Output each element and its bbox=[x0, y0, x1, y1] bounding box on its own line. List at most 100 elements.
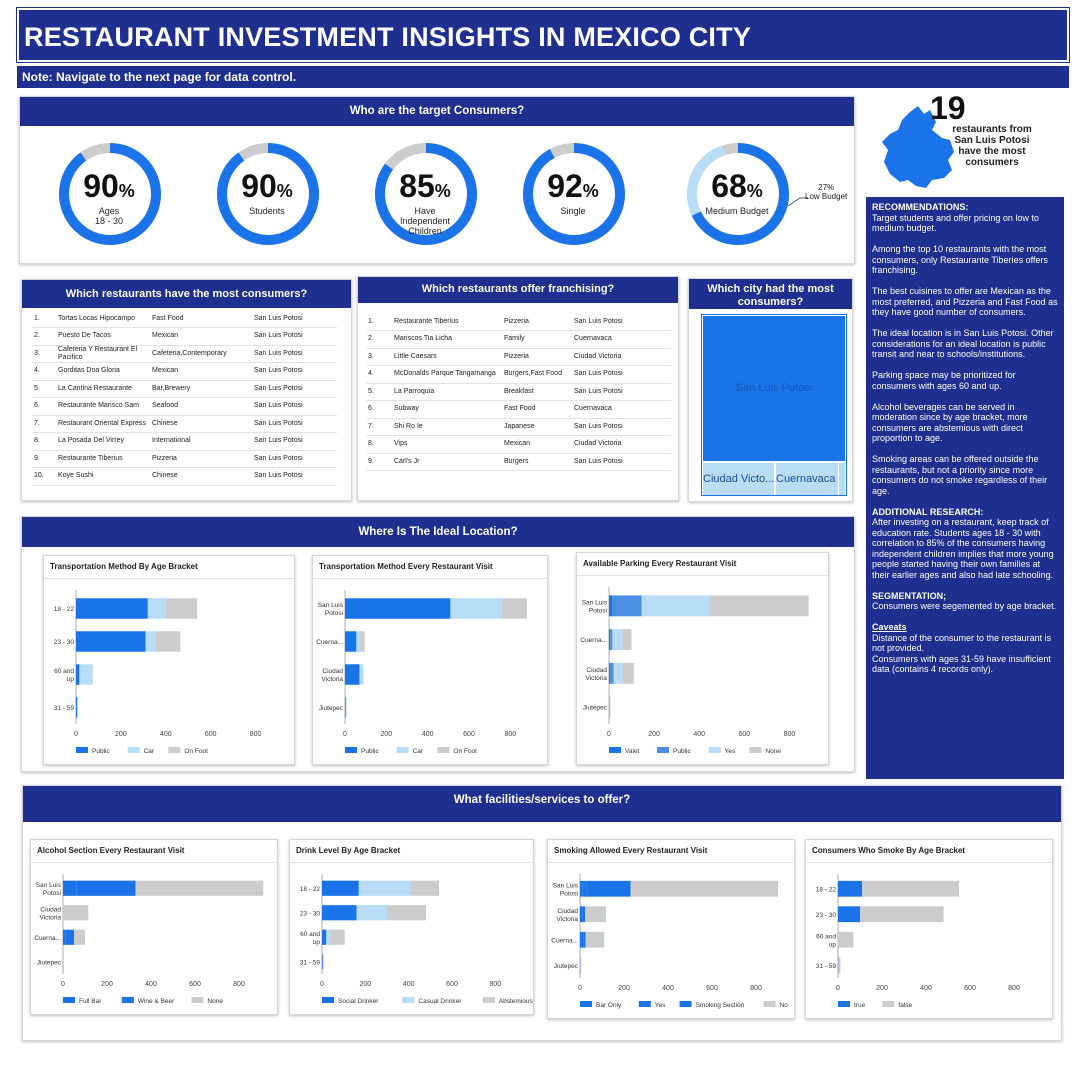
bar-on-foot[interactable] bbox=[360, 631, 365, 652]
bar-smoking-section[interactable] bbox=[583, 931, 586, 948]
treemap-cell-cv[interactable]: Ciudad Victo... bbox=[703, 463, 774, 495]
bar-yes[interactable] bbox=[581, 931, 584, 948]
table-row[interactable]: 6. Restaurante Marisco Sam Seafood San Luis… bbox=[32, 397, 337, 416]
bar-abstemious[interactable] bbox=[410, 880, 439, 896]
treemap-cell-other[interactable] bbox=[839, 463, 845, 495]
table-cell: Shi Ro Ie bbox=[392, 418, 502, 436]
bar-casual-drinker[interactable] bbox=[326, 929, 330, 945]
bar-no[interactable] bbox=[580, 957, 582, 974]
bar-public[interactable] bbox=[345, 598, 451, 619]
bar-abstemious[interactable] bbox=[322, 954, 324, 970]
bar-none[interactable] bbox=[135, 880, 264, 896]
bar-none[interactable] bbox=[622, 662, 634, 684]
bar-on-foot[interactable] bbox=[502, 598, 527, 619]
bar-on-foot[interactable] bbox=[155, 631, 181, 652]
table-cell: 5. bbox=[32, 380, 56, 398]
bar-wine-beer[interactable] bbox=[76, 880, 136, 896]
bar-none[interactable] bbox=[609, 696, 611, 718]
bar-on-foot[interactable] bbox=[165, 598, 198, 619]
bar-yes[interactable] bbox=[613, 662, 623, 684]
bar-abstemious[interactable] bbox=[329, 929, 345, 945]
table-row[interactable]: 2. Mariscos Tia Licha Family Cuernavaca bbox=[366, 330, 671, 349]
bar-none[interactable] bbox=[709, 595, 809, 617]
bar-car[interactable] bbox=[145, 631, 156, 652]
table-row[interactable]: 3. Little Caesars Pizzeria Ciudad Victoria bbox=[366, 348, 671, 366]
table-row[interactable]: 9. Restaurante Tiberius Pizzeria San Luis P… bbox=[32, 450, 337, 468]
treemap-cell-slp[interactable]: San Luis Potosi bbox=[703, 316, 845, 461]
bar-yes[interactable] bbox=[580, 906, 583, 923]
bar-true[interactable] bbox=[838, 906, 860, 923]
bar-car[interactable] bbox=[77, 697, 79, 718]
bar-valet[interactable] bbox=[609, 629, 611, 651]
bar-car[interactable] bbox=[345, 697, 347, 718]
bar-car[interactable] bbox=[359, 664, 364, 685]
bar-casual-drinker[interactable] bbox=[356, 905, 387, 921]
y-tick-label: Victoria bbox=[556, 916, 578, 923]
bar-valet[interactable] bbox=[609, 595, 613, 617]
bar-car[interactable] bbox=[356, 631, 361, 652]
bar-public[interactable] bbox=[76, 697, 78, 718]
bar-social-drinker[interactable] bbox=[322, 905, 357, 921]
bar-abstemious[interactable] bbox=[387, 905, 426, 921]
table-row[interactable]: 5. La Cantina Restaurante Bar,Brewery San L… bbox=[32, 380, 337, 398]
bar-none[interactable] bbox=[74, 929, 85, 945]
bar-full-bar[interactable] bbox=[63, 929, 66, 945]
table-cell: 7. bbox=[32, 415, 56, 433]
bar-public[interactable] bbox=[345, 631, 357, 652]
bar-true[interactable] bbox=[838, 880, 863, 897]
table-cell: 9. bbox=[32, 450, 56, 468]
bar-social-drinker[interactable] bbox=[322, 954, 323, 970]
treemap-cell-cuer[interactable]: Cuernavaca ... bbox=[776, 463, 838, 495]
bar-public[interactable] bbox=[345, 664, 360, 685]
bar-smoking-section[interactable] bbox=[582, 906, 586, 923]
table-row[interactable]: 3. Cafeteria Y Restaurant El Pacifico Cafe… bbox=[32, 345, 337, 363]
table-row[interactable]: 1. Restaurante Tiberius Pizzeria San Luis P… bbox=[366, 313, 671, 331]
bar-public[interactable] bbox=[612, 595, 642, 617]
table-row[interactable]: 1. Tortas Locas Hipocampo Fast Food San Lui… bbox=[32, 310, 337, 328]
table-row[interactable]: 9. Carl's Jr Burgers San Luis Potosi bbox=[366, 453, 671, 471]
bar-bar-only[interactable] bbox=[580, 931, 582, 948]
bar-car[interactable] bbox=[147, 598, 166, 619]
bar-false[interactable] bbox=[838, 957, 841, 974]
bar-social-drinker[interactable] bbox=[322, 929, 327, 945]
bar-bar-only[interactable] bbox=[580, 906, 581, 923]
bar-casual-drinker[interactable] bbox=[358, 880, 411, 896]
bar-public[interactable] bbox=[76, 598, 148, 619]
bar-no[interactable] bbox=[585, 931, 605, 948]
bar-none[interactable] bbox=[622, 629, 632, 651]
bar-false[interactable] bbox=[838, 931, 854, 948]
bar-false[interactable] bbox=[862, 880, 959, 897]
bar-none[interactable] bbox=[63, 905, 89, 921]
bar-public[interactable] bbox=[610, 662, 614, 684]
bar-no[interactable] bbox=[630, 880, 778, 897]
table-row[interactable]: 8. Vips Mexican Ciudad Victoria bbox=[366, 435, 671, 454]
bar-public[interactable] bbox=[610, 629, 613, 651]
table-row[interactable]: 4. Gorditas Doa Gloria Mexican San Luis Pot… bbox=[32, 362, 337, 381]
bar-yes[interactable] bbox=[641, 595, 710, 617]
bar-bar-only[interactable] bbox=[580, 880, 583, 897]
table-row[interactable]: 6. Subway Fast Food Cuernavaca bbox=[366, 400, 671, 419]
bar-full-bar[interactable] bbox=[63, 880, 77, 896]
bar-wine-beer[interactable] bbox=[65, 929, 74, 945]
bar-social-drinker[interactable] bbox=[322, 880, 359, 896]
table-row[interactable]: 10. Koye Sushi Chinese San Luis Potosi bbox=[32, 467, 337, 486]
bar-valet[interactable] bbox=[609, 662, 611, 684]
bar-yes[interactable] bbox=[612, 629, 623, 651]
table-cell: Restaurante Tiberius bbox=[56, 450, 150, 468]
table-row[interactable]: 2. Puesto De Tacos Mexican San Luis Potosi bbox=[32, 327, 337, 346]
bar-smoking-section[interactable] bbox=[586, 880, 631, 897]
table-row[interactable]: 5. La Parroquia Breakfast San Luis Potosi bbox=[366, 383, 671, 401]
table-row[interactable]: 7. Restaurant Oriental Express Chinese San … bbox=[32, 415, 337, 433]
bar-no[interactable] bbox=[585, 906, 606, 923]
bar-public[interactable] bbox=[345, 697, 346, 718]
bar-yes[interactable] bbox=[582, 880, 587, 897]
bar-car[interactable] bbox=[450, 598, 503, 619]
table-row[interactable]: 7. Shi Ro Ie Japanese San Luis Potosi bbox=[366, 418, 671, 436]
bar-public[interactable] bbox=[76, 664, 80, 685]
bar-public[interactable] bbox=[76, 631, 146, 652]
bar-none[interactable] bbox=[63, 954, 64, 970]
table-row[interactable]: 8. La Posada Del Virrey International San L… bbox=[32, 432, 337, 451]
table-row[interactable]: 4. McDonalds Parque Tangamanga Burgers,Fas… bbox=[366, 365, 671, 384]
bar-car[interactable] bbox=[79, 664, 93, 685]
bar-false[interactable] bbox=[860, 906, 944, 923]
